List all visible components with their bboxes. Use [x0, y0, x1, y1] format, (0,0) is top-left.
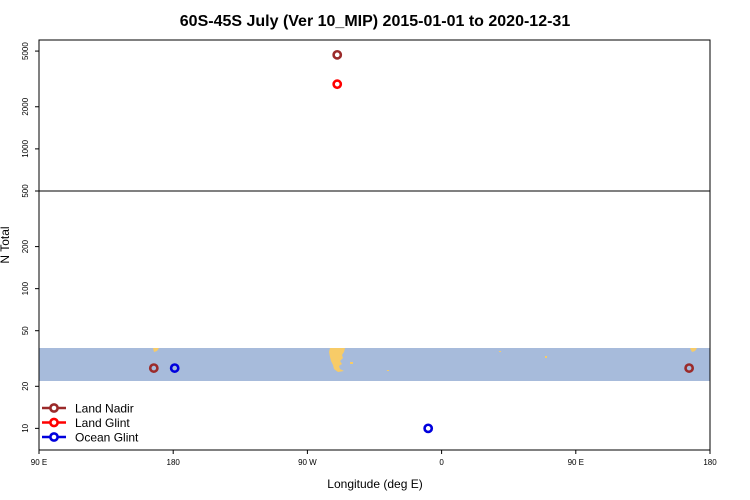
land-crozet-island	[545, 356, 547, 358]
map-land-shapes	[153, 348, 697, 372]
data-point-marker	[148, 363, 159, 373]
land-marion-island	[499, 351, 501, 352]
x-tick-label: 180	[167, 458, 181, 467]
chart-title: 60S-45S July (Ver 10_MIP) 2015-01-01 to …	[180, 13, 571, 30]
y-tick-label: 2000	[21, 97, 30, 115]
legend-label: Land Nadir	[75, 402, 134, 416]
y-tick-label: 500	[21, 184, 30, 198]
x-axis-label: Longitude (deg E)	[327, 477, 422, 491]
y-tick-label: 200	[21, 239, 30, 253]
data-point-marker	[423, 423, 434, 434]
plot-frame	[38, 39, 711, 451]
data-point-marker	[684, 363, 695, 373]
data-point-marker	[332, 49, 343, 60]
plot-area: 90 E 180 90 W 0 90 E 180 10 20 50 100 200 500 1000 2…	[21, 39, 717, 467]
legend-marker	[49, 432, 59, 442]
land-falklands	[350, 362, 353, 364]
data-point-marker	[332, 79, 343, 90]
legend-marker	[49, 417, 59, 428]
land-new-zealand-right	[690, 348, 697, 352]
y-tick-label: 100	[21, 281, 30, 295]
y-axis-label: N Total	[0, 226, 12, 263]
x-tick-label: 180	[703, 458, 717, 467]
data-points	[148, 49, 695, 434]
x-tick-label: 0	[439, 458, 444, 467]
y-tick-label: 50	[21, 326, 30, 335]
x-tick-label: 90 W	[298, 458, 317, 467]
land-new-zealand-left	[153, 348, 159, 352]
legend-label: Land Glint	[75, 416, 130, 430]
land-south-america	[329, 348, 345, 372]
legend-label: Ocean Glint	[75, 431, 139, 445]
map-band-ocean	[39, 348, 710, 381]
x-axis: 90 E 180 90 W 0 90 E 180	[31, 450, 717, 467]
y-axis: 10 20 50 100 200 500 1000 2000 5000	[21, 42, 39, 433]
land-south-georgia	[387, 370, 389, 371]
data-point-marker	[169, 363, 180, 373]
y-tick-label: 5000	[21, 42, 30, 60]
y-tick-label: 20	[21, 381, 30, 390]
y-tick-label: 10	[21, 423, 30, 432]
legend-marker	[49, 403, 59, 413]
y-tick-label: 1000	[21, 139, 30, 157]
x-tick-label: 90 E	[31, 458, 47, 467]
x-tick-label: 90 E	[568, 458, 584, 467]
